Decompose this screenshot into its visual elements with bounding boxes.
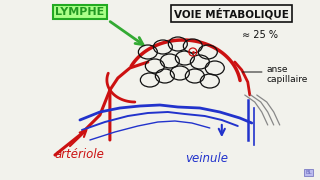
Text: ≈ 25 %: ≈ 25 % [242, 30, 278, 40]
Text: veinule: veinule [185, 152, 228, 165]
Text: anse
capillaire: anse capillaire [267, 65, 308, 84]
Text: BL: BL [305, 170, 312, 175]
Text: VOIE MÉTABOLIQUE: VOIE MÉTABOLIQUE [174, 8, 289, 19]
Text: LYMPHE: LYMPHE [55, 7, 105, 17]
Text: artériole: artériole [55, 148, 105, 161]
